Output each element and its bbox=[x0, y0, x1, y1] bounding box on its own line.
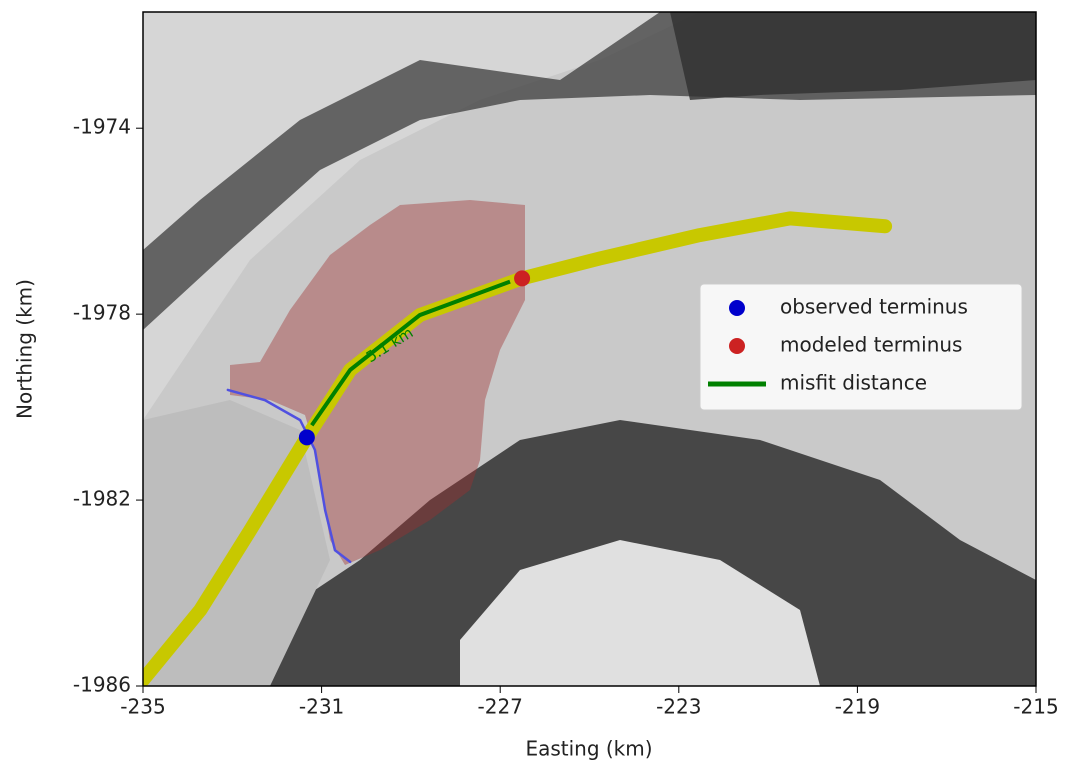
legend-swatch bbox=[729, 300, 745, 316]
y-axis-label: Northing (km) bbox=[13, 279, 37, 419]
x-tick-label: -223 bbox=[656, 695, 701, 719]
point bbox=[514, 270, 530, 286]
x-tick-label: -219 bbox=[835, 695, 880, 719]
legend-swatch bbox=[729, 338, 745, 354]
x-tick-label: -231 bbox=[299, 695, 344, 719]
y-tick-label: -1986 bbox=[73, 673, 131, 697]
chart: 5.1 km Easting (km) Northing (km) observ… bbox=[0, 0, 1065, 765]
point bbox=[299, 429, 315, 445]
legend-label: observed terminus bbox=[780, 295, 968, 319]
legend: observed terminus modeled terminus misfit … bbox=[700, 284, 1022, 410]
x-tick-label: -235 bbox=[120, 695, 165, 719]
x-axis-label: Easting (km) bbox=[525, 737, 652, 761]
y-tick-label: -1974 bbox=[73, 115, 131, 139]
legend-label: modeled terminus bbox=[780, 333, 962, 357]
legend-label: misfit distance bbox=[780, 371, 927, 395]
y-tick-label: -1978 bbox=[73, 301, 131, 325]
x-tick-label: -215 bbox=[1013, 695, 1058, 719]
x-tick-label: -227 bbox=[478, 695, 523, 719]
y-tick-label: -1982 bbox=[73, 487, 131, 511]
